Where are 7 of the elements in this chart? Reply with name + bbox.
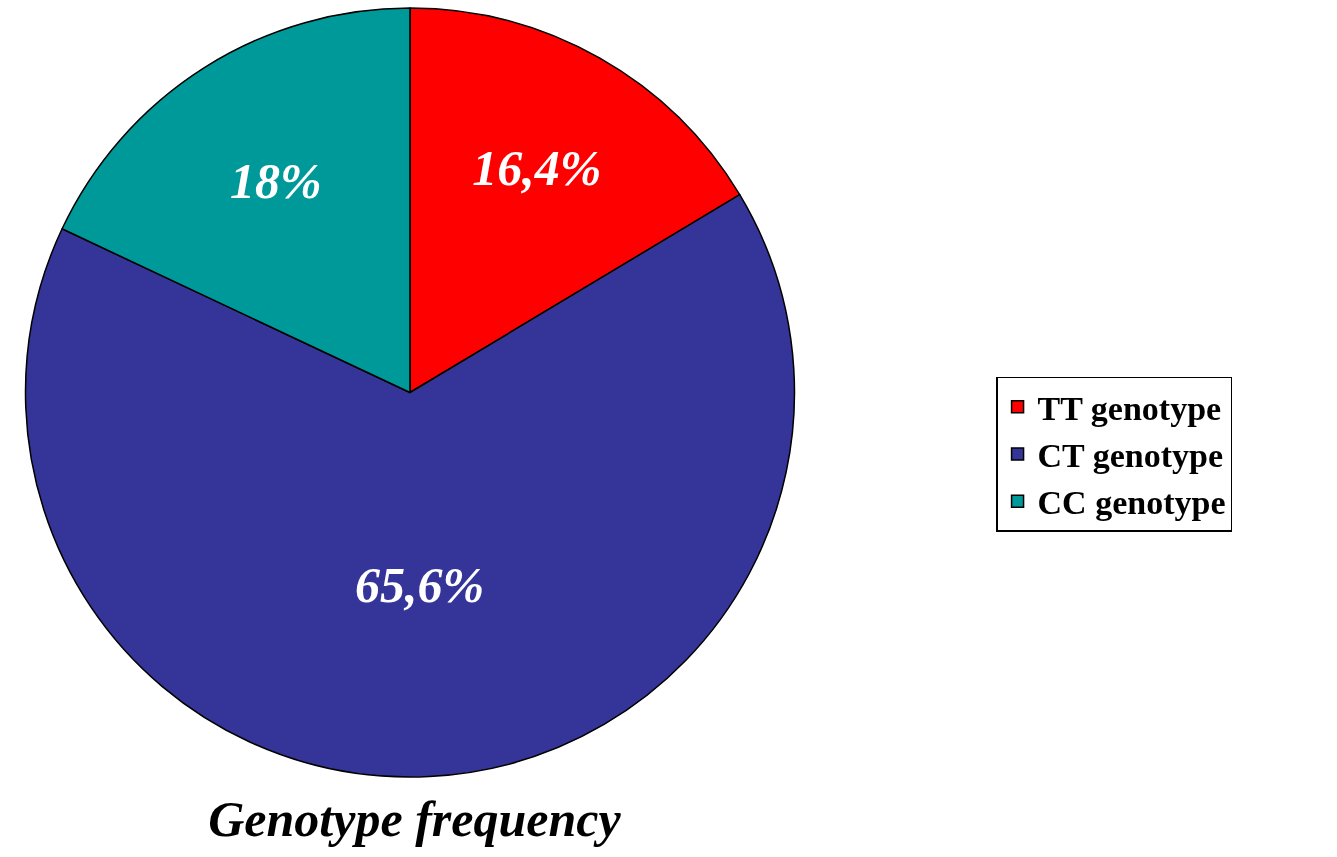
legend-label: TT genotype — [1037, 390, 1222, 428]
data-label: 18% — [230, 153, 322, 210]
data-label: 16,4% — [472, 140, 602, 197]
legend-label: CT genotype — [1037, 437, 1224, 475]
legend-label: CC genotype — [1037, 484, 1226, 522]
text: Genotype frequency — [208, 790, 622, 847]
data-label: 65,6% — [355, 556, 485, 613]
